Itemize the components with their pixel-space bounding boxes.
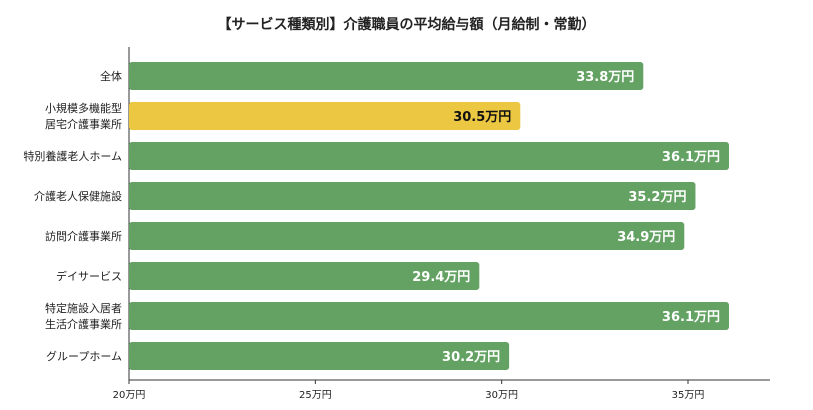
bar xyxy=(129,102,521,130)
bar-value-label: 36.1万円 xyxy=(662,310,720,325)
category-label: 小規模多機能型 xyxy=(45,101,122,115)
x-tick-label: 30万円 xyxy=(485,390,518,401)
category-label: 全体 xyxy=(100,69,122,83)
category-label: 特別養護老人ホーム xyxy=(23,149,122,163)
bar xyxy=(129,62,644,90)
category-label: 生活介護事業所 xyxy=(45,317,122,331)
category-label: 居宅介護事業所 xyxy=(45,117,122,131)
x-tick-label: 35万円 xyxy=(672,390,705,401)
category-label: 訪問介護事業所 xyxy=(45,229,122,243)
bar-value-label: 29.4万円 xyxy=(412,270,470,285)
bar xyxy=(129,142,730,170)
category-label: グループホーム xyxy=(46,349,122,363)
category-label: 特定施設入居者 xyxy=(45,301,122,315)
bar-value-label: 33.8万円 xyxy=(576,70,634,85)
bar-value-label: 36.1万円 xyxy=(662,150,720,165)
category-label: デイサービス xyxy=(56,269,122,283)
x-tick-label: 20万円 xyxy=(113,390,146,401)
bar-value-label: 30.2万円 xyxy=(442,350,500,365)
chart-title: 【サービス種類別】介護職員の平均給与額（月給制・常勤） xyxy=(217,17,596,33)
bar-value-label: 30.5万円 xyxy=(453,110,511,125)
bar xyxy=(129,182,696,210)
bar-value-label: 35.2万円 xyxy=(628,190,686,205)
bar-value-label: 34.9万円 xyxy=(617,230,675,245)
bar xyxy=(129,222,685,250)
bar xyxy=(129,302,730,330)
x-tick-label: 25万円 xyxy=(299,390,332,401)
bar xyxy=(129,262,480,290)
bar xyxy=(129,342,510,370)
category-label: 介護老人保健施設 xyxy=(34,189,122,203)
